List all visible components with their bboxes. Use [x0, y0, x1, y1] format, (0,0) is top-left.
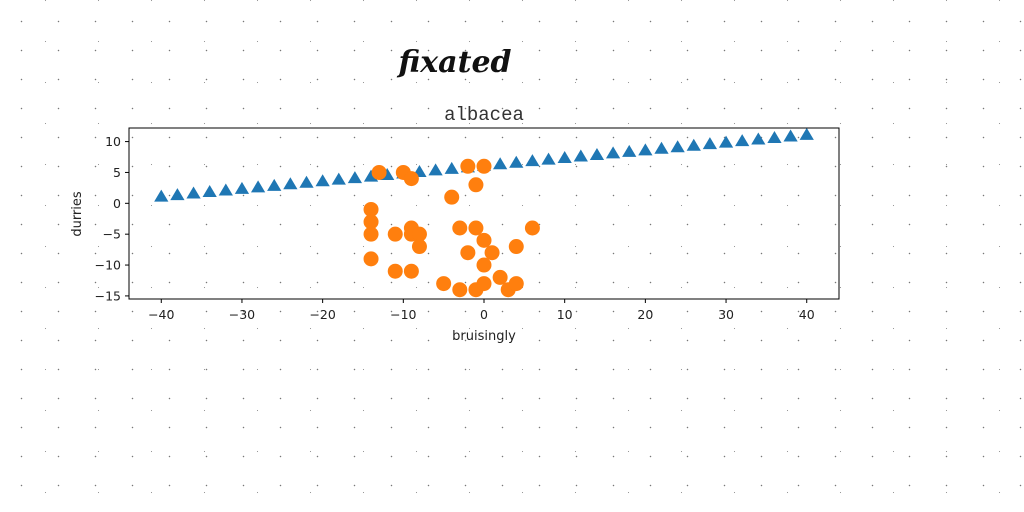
x-tick-label: 20 [637, 307, 653, 322]
triangle-point [670, 140, 685, 153]
x-tick-label: −10 [390, 307, 416, 322]
triangle-point [331, 172, 346, 185]
axes-frame [128, 127, 840, 300]
triangle-point [735, 134, 750, 147]
triangle-point [154, 189, 169, 202]
triangle-point [299, 175, 314, 188]
triangle-point [654, 141, 669, 154]
y-tick-label: −10 [95, 258, 121, 273]
circle-point [411, 239, 427, 255]
triangle-point [202, 185, 217, 198]
x-tick-label: −30 [229, 307, 255, 322]
circle-point [508, 239, 524, 255]
y-tick-label: −15 [95, 288, 121, 303]
triangle-point [605, 146, 621, 159]
triangle-point [638, 143, 653, 156]
x-tick-label: −40 [148, 307, 174, 322]
circle-point [476, 276, 492, 292]
triangle-point [428, 163, 443, 176]
x-axis: −40 −30 −20 −10 0 10 20 30 40 [148, 299, 815, 322]
plot-area [154, 127, 814, 298]
triangle-point [363, 169, 379, 182]
circle-point [387, 263, 403, 279]
y-axis-label: durries [70, 191, 85, 237]
y-tick-label: 0 [113, 196, 121, 211]
x-tick-label: 0 [480, 307, 488, 322]
triangle-point [493, 157, 508, 170]
circle-point [460, 158, 476, 174]
circle-point [436, 276, 452, 292]
circle-point [476, 232, 492, 248]
triangle-point [234, 181, 250, 194]
circle-point [492, 269, 508, 285]
triangle-point [444, 161, 459, 174]
circle-point [387, 226, 403, 242]
x-tick-label: 40 [799, 307, 815, 322]
x-axis-label: bruisingly [452, 329, 516, 344]
circle-point [484, 245, 500, 261]
triangle-point [783, 129, 798, 142]
circle-point [508, 276, 524, 292]
circle-point [444, 189, 460, 205]
triangle-point [718, 135, 734, 148]
y-axis: 10 5 0 −5 −10 −15 [95, 134, 129, 303]
triangle-point [589, 147, 605, 160]
circle-point [403, 263, 419, 279]
triangle-point [799, 127, 814, 140]
x-tick-label: 30 [718, 307, 734, 322]
triangle-point [751, 132, 766, 145]
triangle-point [347, 171, 363, 184]
triangle-point [622, 144, 637, 157]
triangle-point [250, 180, 266, 193]
triangle-point [767, 130, 782, 143]
circle-point [524, 220, 540, 236]
triangle-point [686, 138, 701, 151]
triangle-point [702, 137, 718, 150]
triangle-point [218, 183, 233, 196]
circle-point [363, 251, 379, 267]
circle-point [476, 257, 492, 273]
circle-point [452, 282, 468, 298]
circle-point [460, 245, 476, 261]
triangle-point [267, 178, 282, 191]
y-tick-label: 5 [113, 165, 121, 180]
circle-point [468, 220, 484, 236]
triangle-point [186, 186, 201, 199]
circle-point [371, 164, 387, 180]
figure-suptitle: fixated [396, 45, 511, 80]
circle-point [468, 177, 484, 193]
circle-point [363, 214, 379, 230]
circle-point [411, 226, 427, 242]
x-tick-label: −20 [309, 307, 335, 322]
triangle-point [557, 151, 572, 164]
x-tick-label: 10 [557, 307, 573, 322]
triangle-point [283, 177, 298, 190]
circle-point [403, 171, 419, 187]
triangle-point [541, 152, 556, 165]
circle-point [363, 201, 379, 217]
triangle-point [315, 174, 330, 187]
y-tick-label: 10 [105, 134, 121, 149]
triangle-point [573, 149, 588, 162]
circle-point [363, 226, 379, 242]
y-tick-label: −5 [103, 227, 121, 242]
triangle-point [509, 155, 524, 168]
triangle-point [525, 154, 540, 167]
circle-point [476, 158, 492, 174]
triangle-point [170, 188, 185, 201]
chart-title: albacea [444, 104, 524, 126]
circle-point [452, 220, 468, 236]
